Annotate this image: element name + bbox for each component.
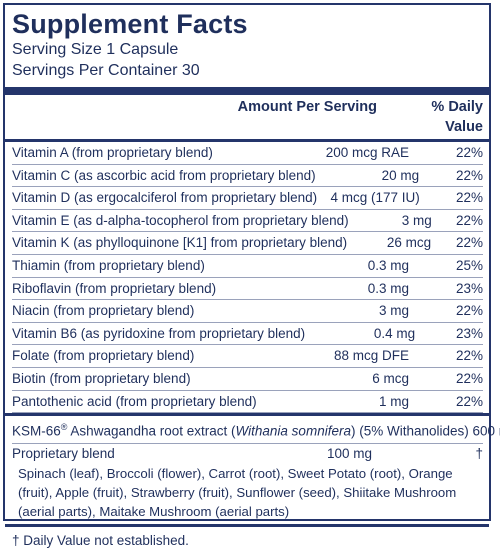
section-divider: [5, 413, 489, 417]
nutrient-dv: 22%: [455, 190, 483, 206]
nutrient-name: Niacin (from proprietary blend): [12, 303, 195, 319]
nutrient-amount: 4 mcg (177 IU): [330, 190, 420, 206]
daily-value-header: % Daily Value: [431, 99, 483, 135]
amount-per-serving-header: Amount Per Serving: [237, 99, 377, 115]
nutrient-amount: 3 mg: [378, 303, 409, 319]
nutrient-dv: 22%: [455, 145, 483, 160]
nutrient-amount: 88 mcg DFE: [333, 348, 409, 364]
proprietary-blend-row: Proprietary blend 100 mg †: [12, 444, 483, 464]
nutrient-name: Riboflavin (from proprietary blend): [12, 280, 217, 296]
nutrient-dv: 22%: [455, 303, 483, 319]
nutrient-row: Folate (from proprietary blend) 88 mcg DF…: [12, 345, 483, 368]
nutrient-list: Vitamin A (from proprietary blend) 200 mc…: [12, 142, 483, 414]
nutrient-amount: 1 mg: [378, 393, 409, 409]
column-header-row: Amount Per Serving % Daily Value: [12, 95, 483, 137]
nutrient-amount: 6 mcg: [372, 370, 409, 386]
section-divider-bottom: [5, 523, 489, 527]
nutrient-dv: 23%: [455, 280, 483, 296]
nutrient-amount: 20 mg: [381, 167, 420, 183]
nutrient-name: Pantothenic acid (from proprietary blend…: [12, 393, 257, 409]
nutrient-row: Vitamin B6 (as pyridoxine from proprieta…: [12, 323, 483, 346]
nutrient-dv: 22%: [455, 393, 483, 409]
nutrient-amount: 26 mcg: [386, 235, 432, 251]
proprietary-blend-amount: 100 mg: [326, 445, 372, 461]
nutrient-row: Vitamin D (as ergocalciferol from propri…: [12, 187, 483, 210]
nutrient-row: Biotin (from proprietary blend) 6 mcg 22%: [12, 368, 483, 391]
nutrient-dv: 23%: [455, 325, 483, 341]
nutrient-row: Vitamin A (from proprietary blend) 200 mc…: [12, 142, 483, 165]
nutrient-amount: 3 mg: [401, 212, 432, 228]
nutrient-amount: 0.4 mg: [373, 325, 416, 341]
panel-title: Supplement Facts: [12, 9, 248, 39]
ksm66-row: KSM-66® Ashwagandha root extract (Withan…: [12, 416, 500, 444]
nutrient-row: Thiamin (from proprietary blend) 0.3 mg 25…: [12, 255, 483, 278]
nutrient-dv: 22%: [455, 212, 483, 228]
nutrient-name: Vitamin E (as d-alpha-tocopherol from pr…: [12, 212, 349, 228]
nutrient-dv: 22%: [455, 348, 483, 364]
nutrient-row: Vitamin C (as ascorbic acid from proprie…: [12, 165, 483, 188]
nutrient-name: Thiamin (from proprietary blend): [12, 257, 205, 273]
nutrient-row: Riboflavin (from proprietary blend) 0.3 m…: [12, 278, 483, 301]
nutrient-dv: 22%: [455, 167, 483, 183]
nutrient-dv: 22%: [455, 235, 483, 251]
thick-divider: [5, 87, 489, 95]
nutrient-amount: 200 mcg RAE: [325, 145, 409, 160]
serving-size: Serving Size 1 Capsule: [12, 41, 179, 58]
nutrient-row: Vitamin K (as phylloquinone [K1] from pr…: [12, 232, 483, 255]
nutrient-row: Vitamin E (as d-alpha-tocopherol from pr…: [12, 210, 483, 233]
medium-divider: [5, 139, 489, 142]
footnote: † Daily Value not established.: [12, 532, 189, 548]
nutrient-dv: 25%: [455, 257, 483, 273]
servings-per-container: Servings Per Container 30: [12, 62, 200, 79]
nutrient-name: Biotin (from proprietary blend): [12, 370, 191, 386]
nutrient-name: Vitamin K (as phylloquinone [K1] from pr…: [12, 235, 348, 251]
nutrient-name: Vitamin C (as ascorbic acid from proprie…: [12, 167, 316, 183]
nutrient-name: Vitamin D (as ergocalciferol from propri…: [12, 190, 318, 206]
nutrient-name: Vitamin A (from proprietary blend): [12, 145, 213, 160]
proprietary-blend-dv: †: [475, 445, 483, 461]
proprietary-blend-ingredients: Spinach (leaf), Broccoli (flower), Carro…: [18, 465, 457, 519]
proprietary-blend-name: Proprietary blend: [12, 445, 115, 461]
nutrient-name: Vitamin B6 (as pyridoxine from proprieta…: [12, 325, 306, 341]
ksm66-name: KSM-66® Ashwagandha root extract (Withan…: [12, 422, 500, 439]
nutrient-row: Pantothenic acid (from proprietary blend…: [12, 391, 483, 414]
nutrient-dv: 22%: [455, 370, 483, 386]
supplement-facts-panel: Supplement Facts Serving Size 1 Capsule …: [3, 3, 500, 548]
nutrient-amount: 0.3 mg: [367, 257, 409, 273]
nutrient-amount: 0.3 mg: [367, 280, 409, 296]
nutrient-row: Niacin (from proprietary blend) 3 mg 22%: [12, 300, 483, 323]
nutrient-name: Folate (from proprietary blend): [12, 348, 195, 364]
